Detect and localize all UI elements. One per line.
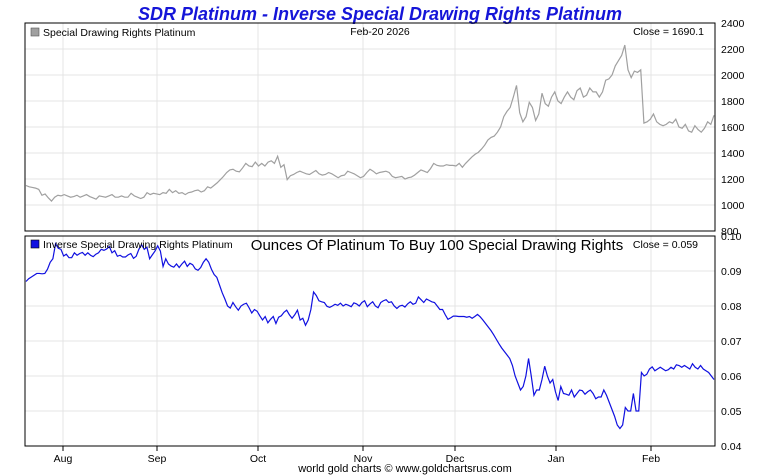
y-tick-label: 1800 — [721, 96, 745, 108]
bottom-y-axis: 0.10 0.09 0.08 0.07 0.06 0.05 0.04 — [721, 231, 742, 453]
top-series-line — [25, 44, 715, 202]
y-tick-label: 1000 — [721, 200, 745, 212]
bottom-close-label: Close = 0.059 — [633, 239, 698, 251]
y-tick-label: 0.04 — [721, 441, 742, 453]
x-tick-label: Sep — [148, 453, 167, 465]
x-axis: Aug Sep Oct Nov Dec Jan Feb — [54, 446, 660, 465]
bottom-plot-frame — [24, 235, 716, 447]
bottom-series-line — [25, 242, 715, 430]
bottom-legend-swatch — [30, 239, 40, 249]
top-date-label: Feb-20 2026 — [350, 26, 410, 38]
bottom-panel: Inverse Special Drawing Rights Platinum … — [24, 231, 742, 465]
y-tick-label: 2000 — [721, 70, 745, 82]
y-tick-label: 1600 — [721, 122, 745, 134]
bottom-legend-label: Inverse Special Drawing Rights Platinum — [43, 239, 233, 251]
y-tick-label: 800 — [721, 226, 739, 238]
x-tick-label: Nov — [354, 453, 373, 465]
y-tick-label: 0.05 — [721, 406, 742, 418]
y-tick-label: 0.10 — [721, 231, 742, 243]
x-tick-label: Feb — [642, 453, 660, 465]
x-tick-label: Aug — [54, 453, 73, 465]
x-tick-label: Oct — [250, 453, 266, 465]
bottom-grid — [25, 235, 715, 447]
y-tick-label: 0.09 — [721, 266, 742, 278]
y-tick-label: 1200 — [721, 174, 745, 186]
chart-title: SDR Platinum - Inverse Special Drawing R… — [138, 4, 622, 24]
top-legend-swatch — [30, 27, 40, 37]
y-tick-label: 2200 — [721, 44, 745, 56]
top-close-label: Close = 1690.1 — [633, 26, 704, 38]
x-tick-label: Jan — [548, 453, 565, 465]
y-tick-label: 0.06 — [721, 371, 742, 383]
top-y-axis: 2400 2200 2000 1800 1600 1400 1200 1000 800 — [721, 18, 745, 238]
y-tick-label: 0.07 — [721, 336, 742, 348]
top-grid — [25, 22, 715, 232]
y-tick-label: 2400 — [721, 18, 745, 30]
x-tick-label: Dec — [446, 453, 465, 465]
top-legend-label: Special Drawing Rights Platinum — [43, 27, 196, 39]
top-panel: Special Drawing Rights Platinum Feb-20 2… — [24, 18, 745, 238]
y-tick-label: 1400 — [721, 148, 745, 160]
footer-credit: world gold charts © www.goldchartsrus.co… — [297, 463, 512, 475]
bottom-heading: Ounces Of Platinum To Buy 100 Special Dr… — [251, 237, 623, 254]
top-plot-frame — [24, 22, 716, 232]
y-tick-label: 0.08 — [721, 301, 742, 313]
